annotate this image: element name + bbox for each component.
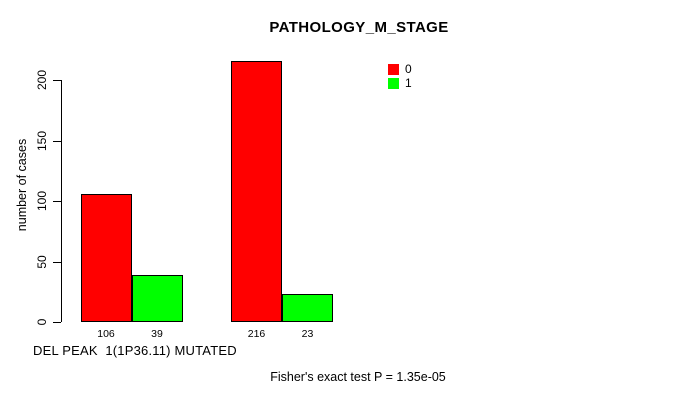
bar-value-label: 39 xyxy=(151,327,163,340)
bar-value-label: 216 xyxy=(247,327,266,340)
y-tick-label: 200 xyxy=(35,69,49,91)
y-axis-line xyxy=(61,80,62,322)
x-axis-title: DEL PEAK 1(1P36.11) MUTATED xyxy=(33,343,237,358)
bar-1-group-2 xyxy=(282,294,333,322)
y-tick-label: 0 xyxy=(35,318,49,326)
bar-0-group-1 xyxy=(80,193,132,322)
legend-item-1: 1 xyxy=(388,77,412,91)
legend-item-0: 0 xyxy=(388,63,412,77)
y-tick-mark xyxy=(53,261,61,263)
bar-0-group-2 xyxy=(231,60,282,322)
footnote-fisher-test: Fisher's exact test P = 1.35e-05 xyxy=(270,370,446,384)
legend-swatch-green xyxy=(388,77,399,89)
y-tick-mark xyxy=(53,80,61,81)
y-tick-label: 150 xyxy=(35,130,49,151)
chart-title: PATHOLOGY_M_STAGE xyxy=(269,19,449,36)
y-tick-label: 50 xyxy=(35,254,49,269)
legend-label: 1 xyxy=(405,75,412,90)
bar-1-group-1 xyxy=(131,274,183,322)
legend: 0 1 xyxy=(388,63,412,90)
y-tick-mark xyxy=(53,140,61,142)
y-axis-title: number of cases xyxy=(15,138,29,232)
y-tick-mark xyxy=(53,201,61,202)
bar-value-label: 23 xyxy=(301,327,314,340)
y-tick-label: 100 xyxy=(35,190,49,212)
legend-label: 0 xyxy=(405,62,412,77)
bar-value-label: 106 xyxy=(97,327,115,340)
legend-swatch-red xyxy=(388,64,399,76)
y-tick-mark xyxy=(53,322,61,323)
